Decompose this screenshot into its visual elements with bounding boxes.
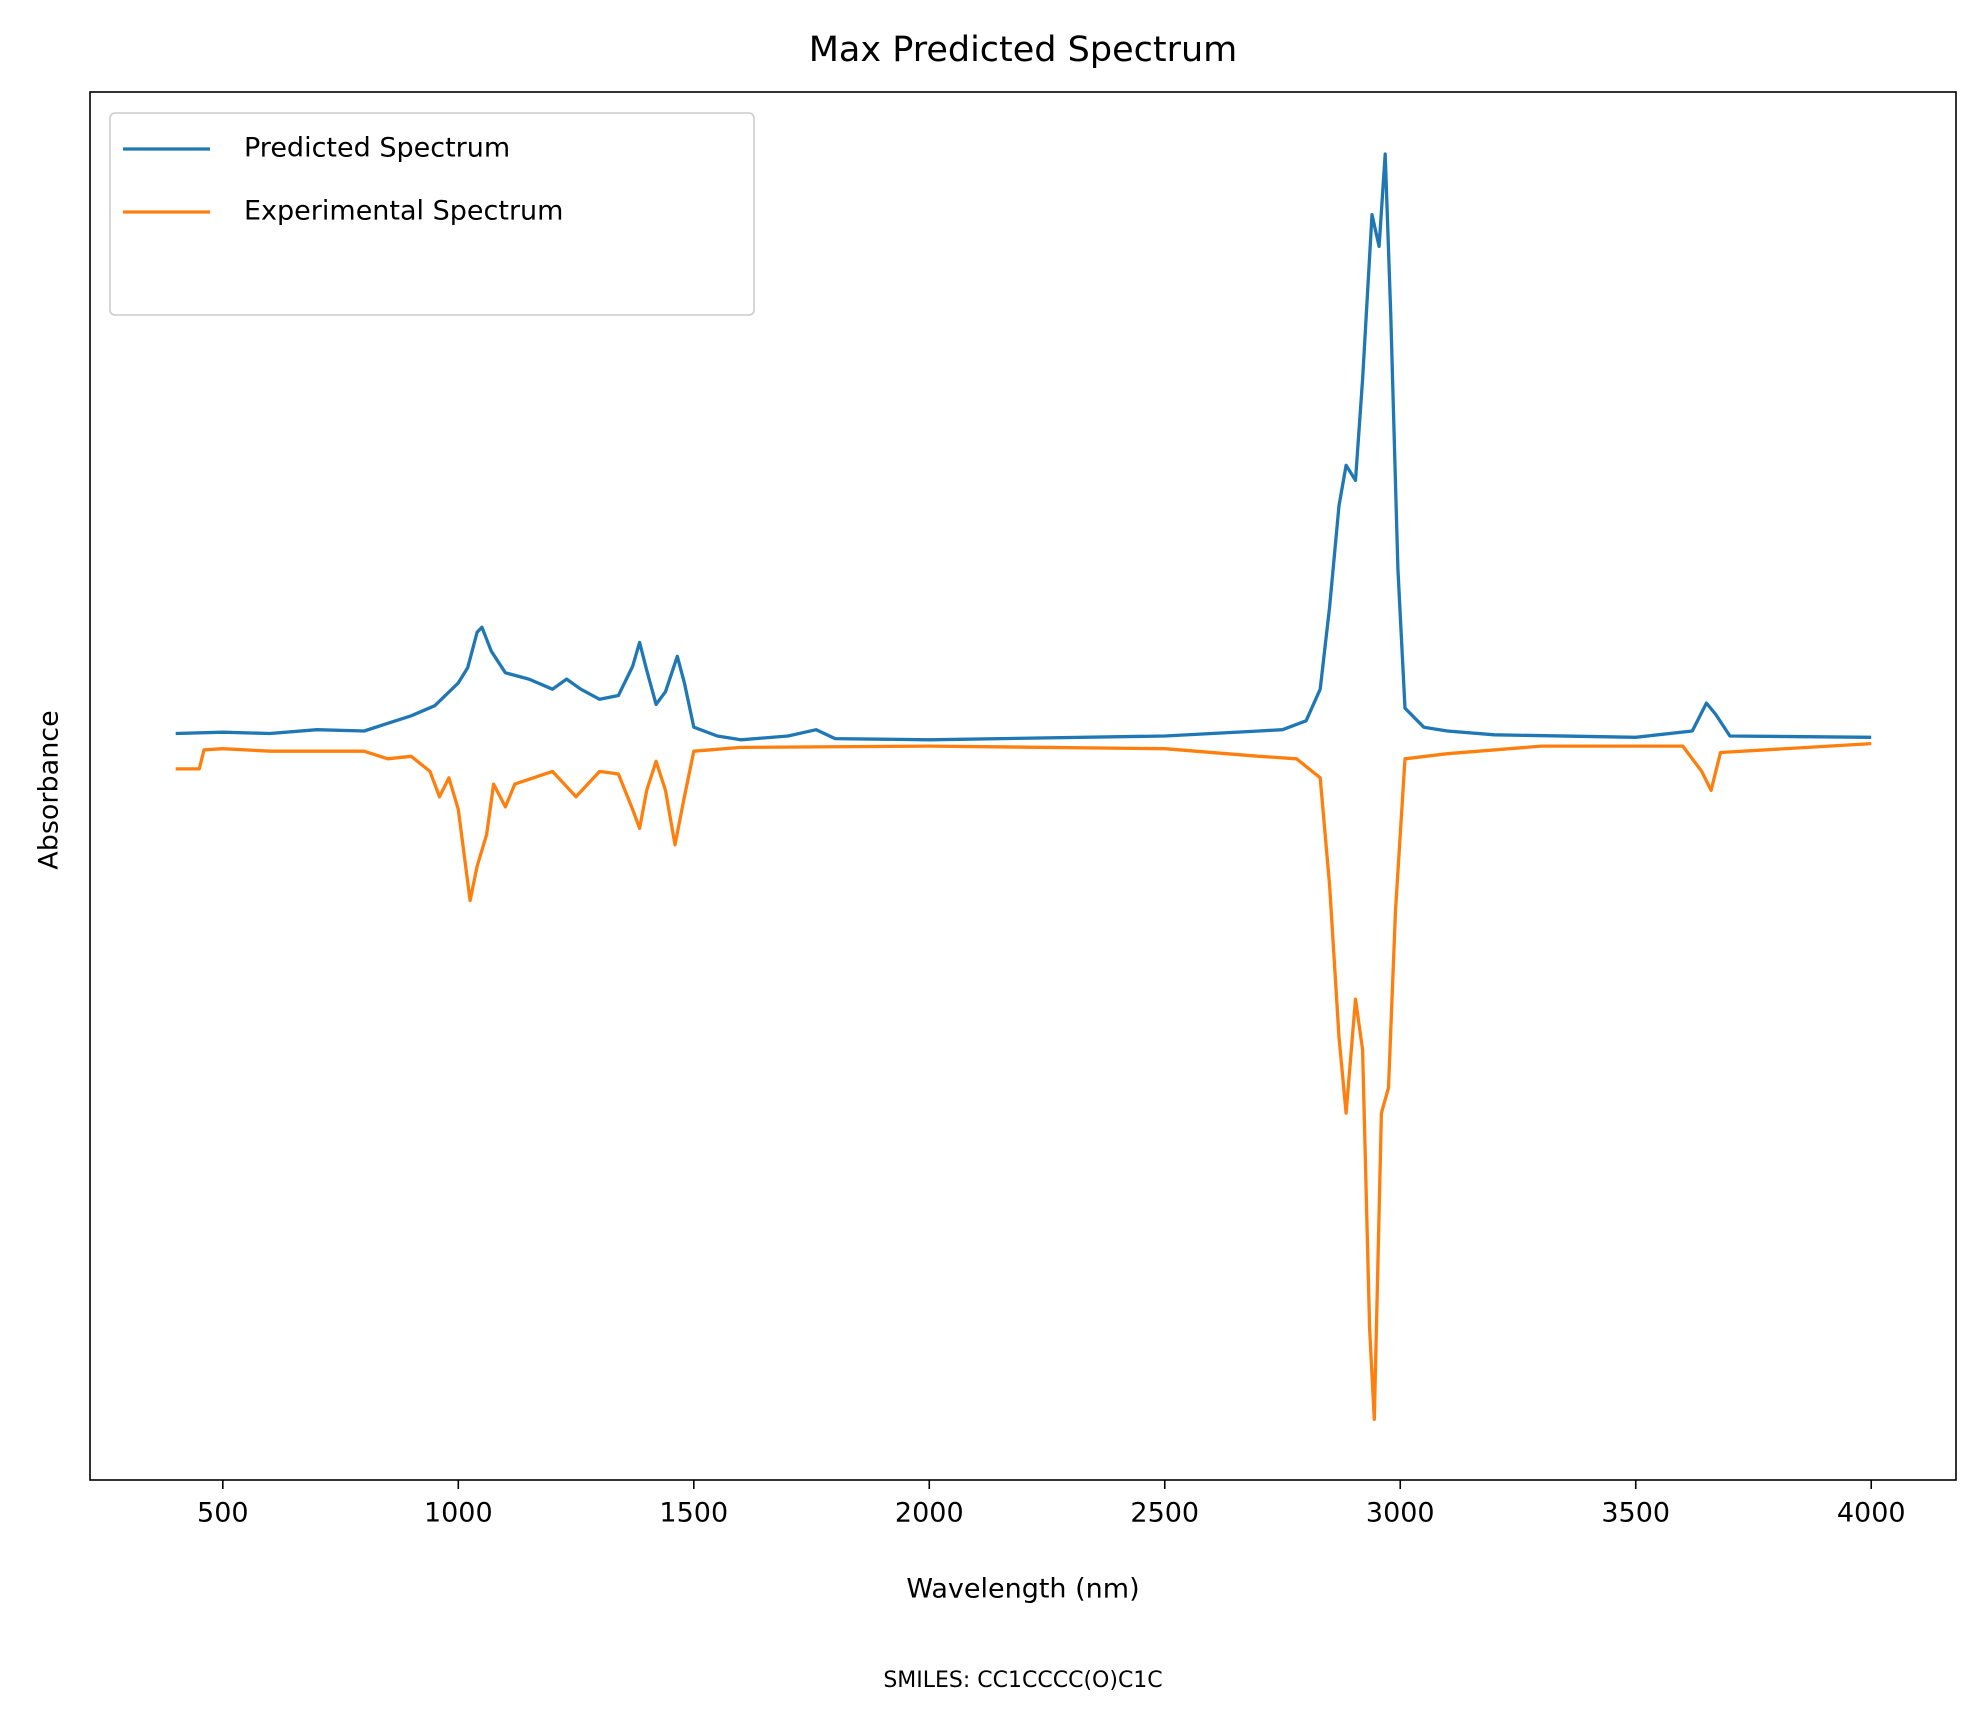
legend-label: Experimental Spectrum: [244, 196, 563, 227]
line-series: [175, 741, 1872, 1421]
chart-title: Max Predicted Spectrum: [809, 30, 1238, 70]
x-tick-label: 2500: [1130, 1498, 1199, 1529]
x-tick-label: 3000: [1366, 1498, 1435, 1529]
legend-label: Predicted Spectrum: [244, 133, 510, 164]
y-axis-label: Absorbance: [34, 710, 65, 870]
x-tick-label: 1000: [424, 1498, 493, 1529]
x-tick-label: 1500: [659, 1498, 728, 1529]
x-tick-label: 3500: [1601, 1498, 1670, 1529]
annotation: SMILES: CC1CCCC(O)C1C: [883, 1668, 1162, 1693]
plot-frame: [89, 91, 1957, 1481]
line-series: [175, 152, 1872, 742]
x-tick-label: 4000: [1837, 1498, 1906, 1529]
legend-box: [109, 112, 755, 316]
x-tick-label: 500: [197, 1498, 249, 1529]
x-tick-label: 2000: [895, 1498, 964, 1529]
x-axis-label: Wavelength (nm): [906, 1574, 1139, 1605]
